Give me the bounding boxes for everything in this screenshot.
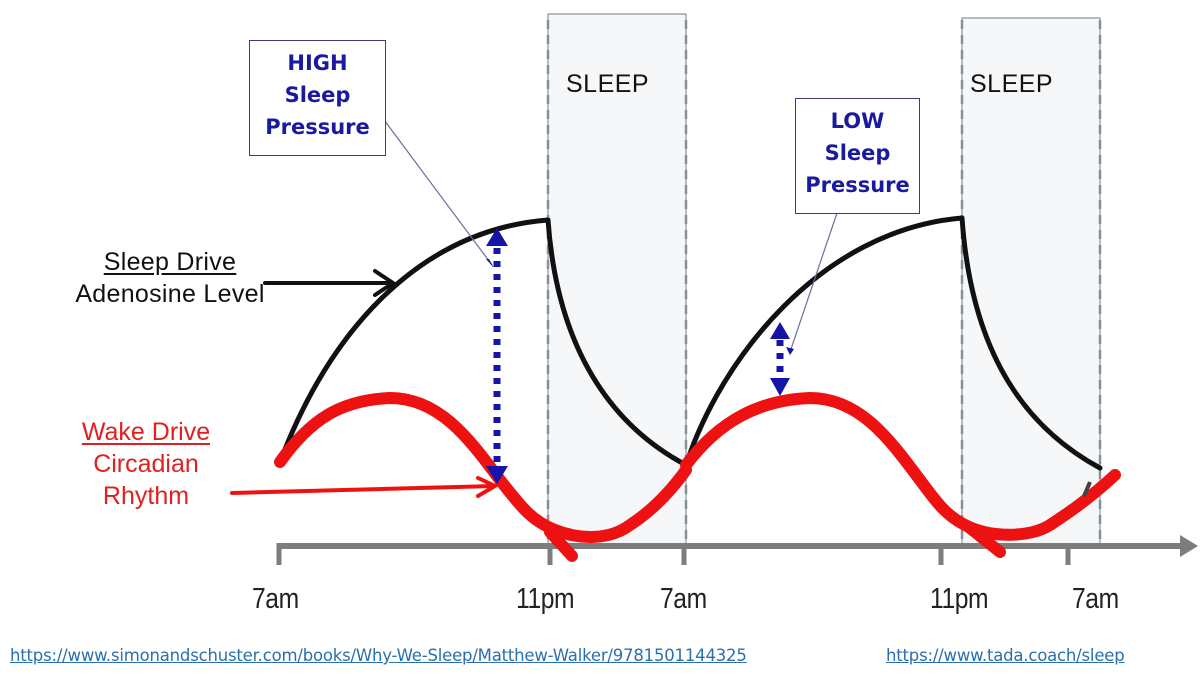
wake-drive-arrow	[230, 476, 500, 498]
high-callout-line3: Pressure	[265, 115, 370, 139]
low-callout-line1: LOW	[830, 109, 885, 133]
wake-drive-line3: Rhythm	[102, 482, 190, 510]
wake-drive-title: Wake Drive	[81, 418, 211, 446]
low-pressure-gap-arrow	[770, 322, 790, 396]
sleep-drive-label: Sleep Drive Adenosine Level	[50, 246, 290, 310]
sleep-region-1	[547, 13, 687, 545]
tick-label-7am-1: 7am	[252, 583, 299, 615]
sleep-drive-title: Sleep Drive	[103, 248, 237, 276]
low-callout-leader-tip	[786, 347, 794, 355]
high-sleep-pressure-callout: HIGH Sleep Pressure	[249, 40, 386, 156]
sleep-label-2: SLEEP	[970, 70, 1054, 98]
sleep-drive-arrow	[263, 269, 397, 297]
high-callout-line2: Sleep	[284, 83, 351, 107]
low-callout-line2: Sleep	[824, 141, 891, 165]
sleep-drive-end-mark	[1082, 481, 1092, 497]
wake-drive-label: Wake Drive Circadian Rhythm	[56, 416, 236, 512]
high-callout-leader	[366, 96, 493, 266]
tick-label-7am-2: 7am	[660, 583, 707, 615]
low-callout-line3: Pressure	[805, 173, 910, 197]
sleep-drive-subtitle: Adenosine Level	[75, 280, 265, 308]
tick-label-7am-3: 7am	[1072, 583, 1119, 615]
x-axis	[276, 535, 1198, 565]
wake-drive-line2: Circadian	[93, 450, 199, 478]
high-pressure-gap-arrow	[486, 228, 508, 484]
sleep-drive-curve	[277, 215, 1103, 471]
source-link-simonandschuster[interactable]: https://www.simonandschuster.com/books/W…	[10, 646, 747, 665]
tick-label-11pm-2: 11pm	[930, 583, 989, 615]
low-callout-leader	[789, 209, 839, 353]
high-callout-line1: HIGH	[287, 51, 348, 75]
sleep-label-1: SLEEP	[566, 70, 650, 98]
wake-drive-curve	[274, 392, 1121, 562]
low-sleep-pressure-callout: LOW Sleep Pressure	[795, 98, 920, 214]
high-callout-leader-tip	[486, 259, 494, 268]
tick-label-11pm-1: 11pm	[516, 583, 575, 615]
source-link-tada-coach[interactable]: https://www.tada.coach/sleep	[886, 646, 1125, 665]
